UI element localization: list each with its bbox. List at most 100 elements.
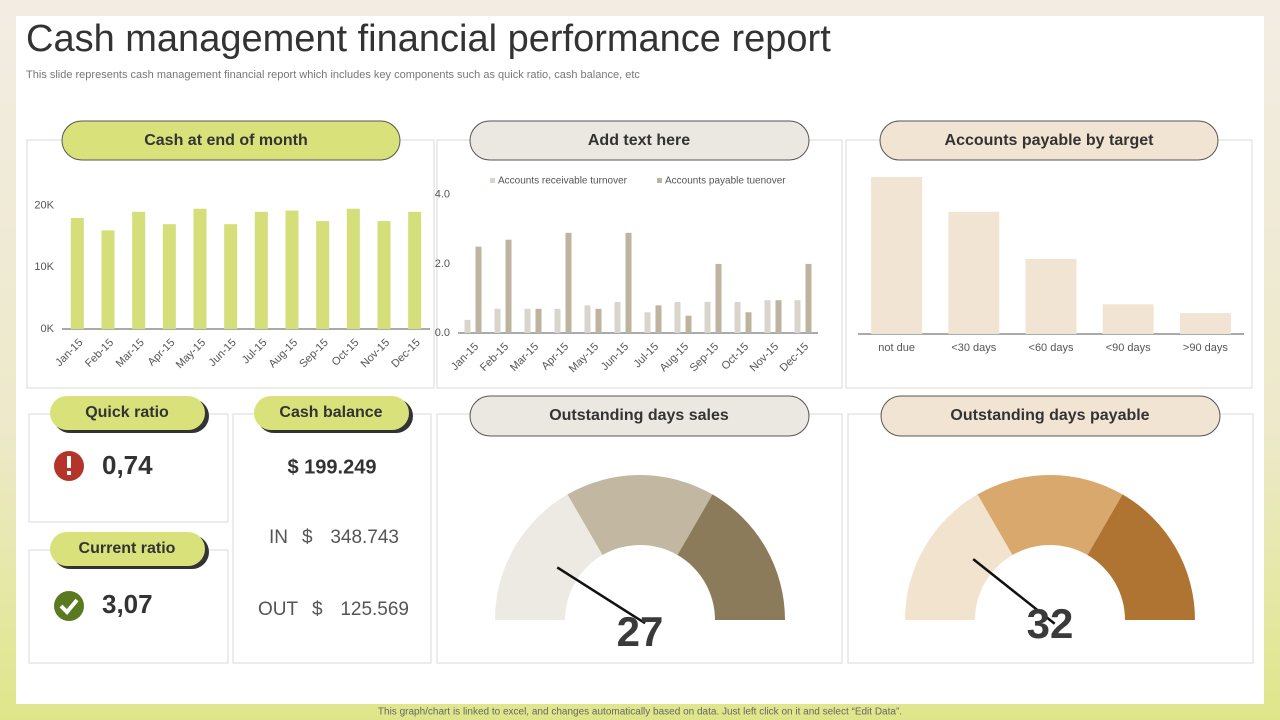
gauge-value: 32 <box>1027 600 1074 647</box>
legend-swatch <box>490 178 495 183</box>
gauge-value: 27 <box>617 608 664 655</box>
bar <box>674 301 681 333</box>
card-value: 0,74 <box>102 450 153 480</box>
gauge-band <box>1087 494 1195 620</box>
legend-swatch <box>657 178 662 183</box>
cash-row-currency: $ <box>312 599 323 620</box>
panel-title: Accounts payable by target <box>945 132 1155 149</box>
x-tick-label: <60 days <box>1029 342 1074 354</box>
cash-total: $ 199.249 <box>288 456 377 478</box>
bar <box>764 300 771 333</box>
pill <box>50 532 205 566</box>
bar <box>715 263 722 333</box>
bar <box>584 305 591 333</box>
bar <box>346 208 360 329</box>
check-icon <box>59 598 79 615</box>
footer-note: This graph/chart is linked to excel, and… <box>378 707 902 718</box>
y-tick-label: 20K <box>34 200 54 212</box>
title: Cash management financial performance re… <box>26 18 831 60</box>
bar <box>948 211 1000 334</box>
card-value: 3,07 <box>102 589 153 619</box>
warning-icon <box>67 471 71 475</box>
x-tick-label: not due <box>878 342 915 354</box>
check-icon <box>54 591 84 621</box>
bar <box>565 232 572 333</box>
pill <box>469 395 810 437</box>
bar <box>254 211 268 329</box>
card-title: Cash balance <box>279 404 382 421</box>
pill <box>469 120 810 161</box>
card-title: Current ratio <box>79 540 176 557</box>
bar <box>805 263 812 333</box>
bar <box>162 224 176 329</box>
gauge-band <box>495 494 603 620</box>
card-title: Quick ratio <box>85 404 169 421</box>
x-tick-label: <30 days <box>951 342 996 354</box>
bar <box>775 300 782 333</box>
pill <box>50 396 205 430</box>
y-tick-label: 0.0 <box>435 327 450 339</box>
y-tick-label: 2.0 <box>435 258 450 270</box>
panel <box>436 139 843 389</box>
bar <box>316 221 330 329</box>
bar <box>101 230 115 329</box>
gauge-needle <box>972 558 1056 625</box>
pill <box>880 395 1221 437</box>
pill <box>879 120 1219 161</box>
bar <box>132 211 146 329</box>
gauge-band <box>977 475 1123 556</box>
gauge-band <box>905 494 1013 620</box>
gauge-band <box>677 494 785 620</box>
bar <box>644 312 651 333</box>
gauge-band <box>567 475 713 556</box>
bar <box>505 239 512 333</box>
bar <box>794 300 801 333</box>
bar <box>224 224 238 329</box>
panel-title: Add text here <box>588 132 690 149</box>
x-tick-label: >90 days <box>1183 342 1228 354</box>
bar <box>685 315 692 333</box>
legend-label: Accounts payable tuenover <box>665 176 786 187</box>
bar <box>535 308 542 333</box>
cash-row-label: IN <box>269 527 288 548</box>
pill <box>61 120 401 161</box>
cash-row-label: OUT <box>258 599 299 620</box>
panel-title: Outstanding days sales <box>549 407 729 424</box>
bar <box>1179 313 1231 334</box>
bar <box>494 308 501 333</box>
bar <box>655 305 662 333</box>
y-tick-label: 0K <box>41 323 55 335</box>
y-tick-label: 4.0 <box>435 189 450 201</box>
panel-title: Cash at end of month <box>144 132 308 149</box>
y-tick-label: 10K <box>34 261 54 273</box>
pill <box>254 396 409 430</box>
panel-title: Outstanding days payable <box>950 407 1149 424</box>
bar <box>377 221 391 329</box>
cash-row-currency: $ <box>302 527 313 548</box>
bar <box>408 211 422 329</box>
legend-label: Accounts receivable turnover <box>498 176 628 187</box>
x-tick-label: <90 days <box>1106 342 1151 354</box>
bar <box>625 232 632 333</box>
bar <box>871 176 923 334</box>
bar <box>193 208 207 329</box>
bar <box>475 246 482 333</box>
bar <box>1025 258 1077 334</box>
bar <box>745 312 752 333</box>
bar <box>734 301 741 333</box>
cash-row-value: 348.743 <box>330 527 399 548</box>
gauge-needle <box>556 566 646 625</box>
bar <box>554 308 561 333</box>
bar <box>595 308 602 333</box>
bar <box>285 210 299 329</box>
bar <box>464 319 471 333</box>
bar <box>524 308 531 333</box>
bar <box>1102 304 1154 334</box>
bar <box>70 218 84 329</box>
warning-icon <box>67 456 71 468</box>
panel <box>232 413 432 664</box>
cash-row-value: 125.569 <box>340 599 409 620</box>
subtitle: This slide represents cash management fi… <box>26 69 640 81</box>
